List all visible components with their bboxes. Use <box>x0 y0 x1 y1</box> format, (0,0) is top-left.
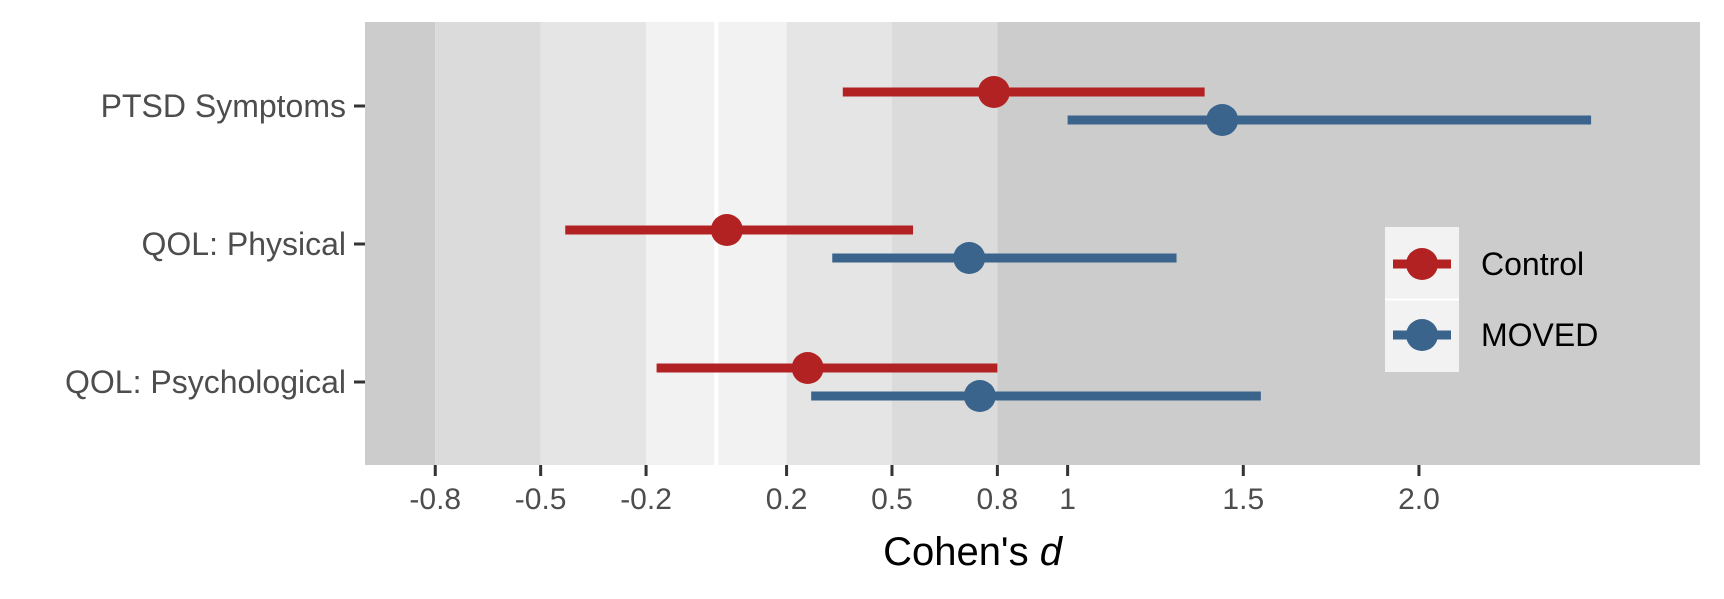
data-marks <box>565 76 1592 412</box>
x-tick-label: 2.0 <box>1398 483 1440 516</box>
legend: Control MOVED <box>1385 227 1598 372</box>
x-axis-title-text: Cohen's <box>883 530 1040 574</box>
point-estimate <box>1206 104 1239 136</box>
y-axis: PTSD Symptoms QOL: Physical QOL: Psycholog… <box>65 88 365 400</box>
x-tick-label: -0.5 <box>515 483 567 516</box>
point-estimate <box>791 352 824 384</box>
legend-label: Control <box>1481 246 1584 282</box>
legend-key-point <box>1406 248 1438 280</box>
background-band-0 <box>365 22 436 465</box>
point-estimate <box>963 380 996 412</box>
x-tick-label: 0.2 <box>766 483 808 516</box>
legend-key-point <box>1406 319 1438 351</box>
point-estimate <box>977 76 1010 108</box>
x-tick-label: -0.8 <box>409 483 461 516</box>
background-band-1 <box>435 22 541 465</box>
x-axis-title-italic: d <box>1040 530 1064 574</box>
x-tick-label: -0.2 <box>620 483 672 516</box>
legend-label: MOVED <box>1481 317 1598 353</box>
point-estimate <box>710 214 743 246</box>
background-band-2 <box>540 22 647 465</box>
x-axis: -0.8 -0.5 -0.2 0.2 0.5 0.8 1 1.5 2.0 <box>409 465 1440 516</box>
x-tick-label: 0.8 <box>977 483 1019 516</box>
point-estimate <box>953 242 986 274</box>
x-tick-label: 1 <box>1059 483 1076 516</box>
y-tick-label: QOL: Physical <box>141 226 346 262</box>
x-axis-title: Cohen's d <box>883 530 1064 574</box>
x-tick-label: 0.5 <box>871 483 913 516</box>
x-tick-label: 1.5 <box>1222 483 1264 516</box>
y-tick-label: PTSD Symptoms <box>101 88 346 124</box>
background-band-3 <box>646 22 717 465</box>
y-tick-label: QOL: Psychological <box>65 364 346 400</box>
